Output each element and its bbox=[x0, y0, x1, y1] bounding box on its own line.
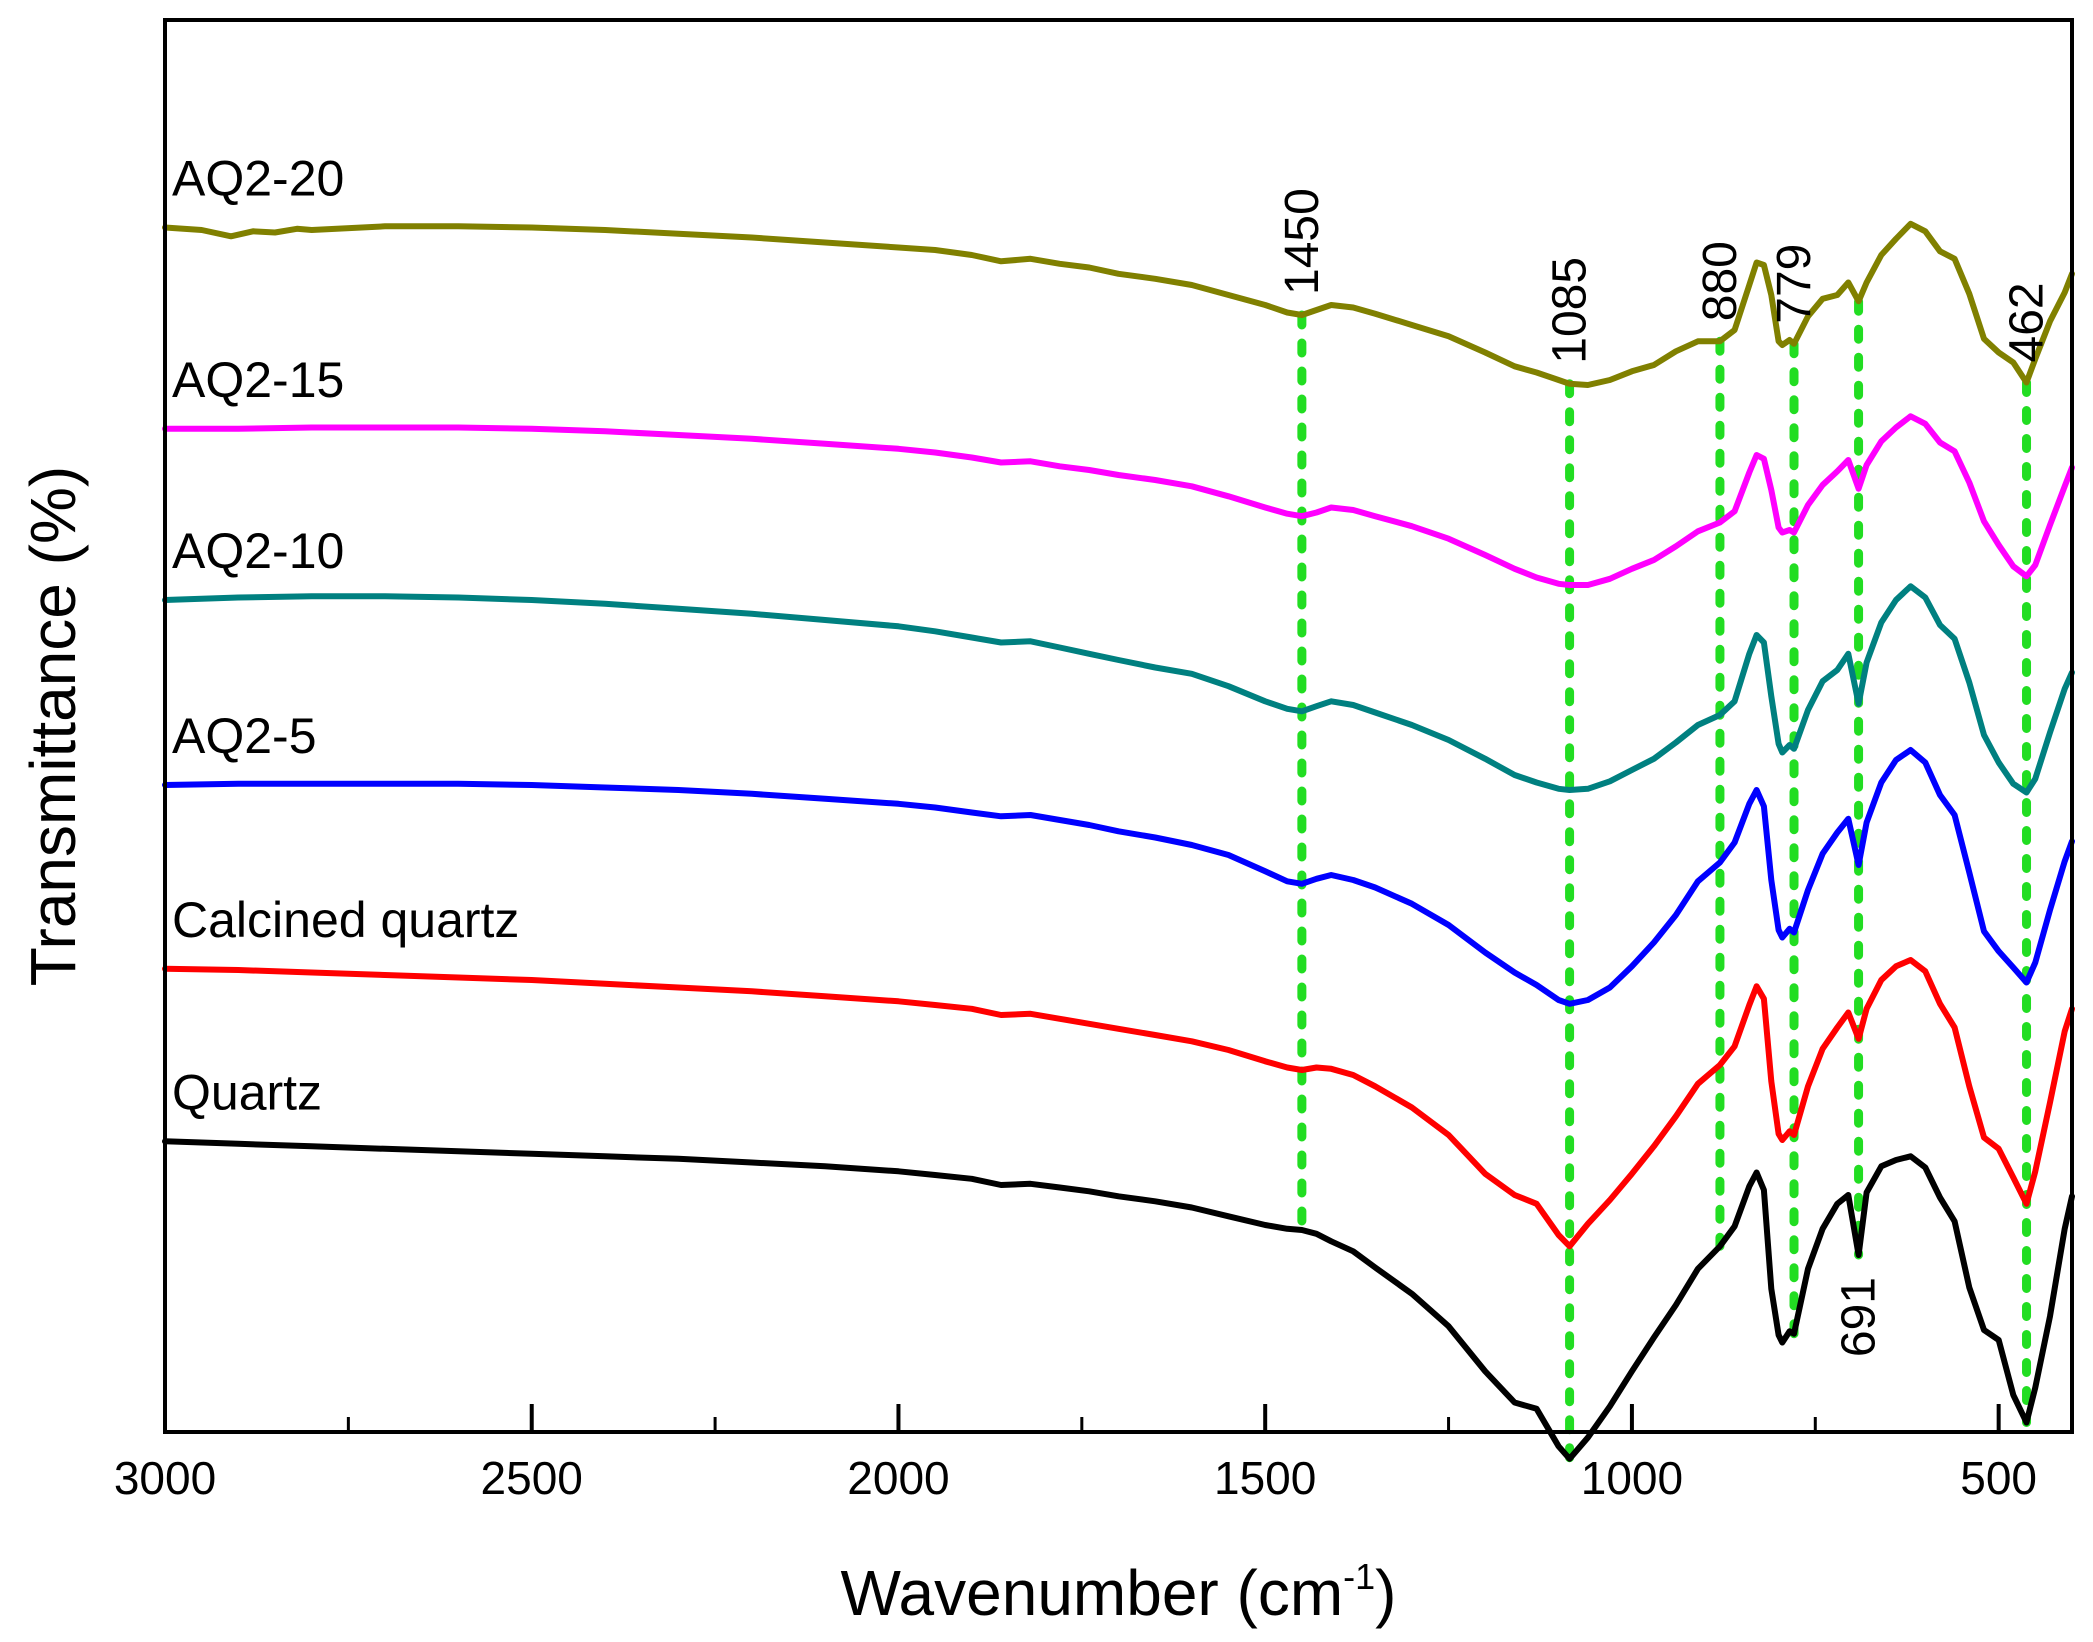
series-label-aq2-15: AQ2-15 bbox=[172, 352, 344, 408]
y-axis-title: Transmittance (%) bbox=[17, 466, 89, 986]
x-tick-label-500: 500 bbox=[1960, 1452, 2037, 1504]
x-axis-ticks: 3000 2500 2000 1500 1000 500 bbox=[114, 1404, 2037, 1504]
peak-label-779: 779 bbox=[1768, 244, 1821, 324]
peak-lines bbox=[1297, 296, 2032, 1464]
series-line-calcined-quartz bbox=[162, 957, 2075, 1250]
series-label-aq2-20: AQ2-20 bbox=[172, 151, 344, 207]
x-tick-label-1500: 1500 bbox=[1214, 1452, 1316, 1504]
series-line-quartz bbox=[162, 1138, 2075, 1462]
x-axis-title-superscript: -1 bbox=[1343, 1556, 1375, 1597]
x-axis-title-close: ) bbox=[1375, 1557, 1396, 1629]
series-labels: AQ2-20 AQ2-15 AQ2-10 AQ2-5 Calcined quartz Qu… bbox=[172, 151, 519, 1121]
series-lines bbox=[162, 220, 2075, 1462]
x-axis-title-text: Wavenumber (cm bbox=[841, 1557, 1344, 1629]
series-label-calcined-quartz: Calcined quartz bbox=[172, 892, 519, 948]
series-label-quartz: Quartz bbox=[172, 1064, 322, 1120]
peak-label-691: 691 bbox=[1833, 1277, 1886, 1357]
x-tick-label-3000: 3000 bbox=[114, 1452, 216, 1504]
series-label-aq2-10: AQ2-10 bbox=[172, 523, 344, 579]
series-line-aq2-20 bbox=[162, 220, 2075, 388]
peak-label-1450: 1450 bbox=[1276, 188, 1329, 295]
peak-label-880: 880 bbox=[1694, 241, 1747, 321]
peak-label-462: 462 bbox=[2001, 282, 2054, 362]
x-axis-title: Wavenumber (cm-1) bbox=[841, 1556, 1397, 1629]
x-tick-label-2000: 2000 bbox=[847, 1452, 949, 1504]
series-line-aq2-5 bbox=[162, 747, 2075, 1007]
x-tick-label-2500: 2500 bbox=[481, 1452, 583, 1504]
peak-label-1085: 1085 bbox=[1544, 257, 1597, 364]
series-line-aq2-10 bbox=[162, 583, 2075, 796]
peak-labels: 1450 1085 880 779 691 462 bbox=[1276, 188, 2054, 1357]
series-line-aq2-15 bbox=[162, 413, 2075, 588]
x-tick-label-1000: 1000 bbox=[1581, 1452, 1683, 1504]
series-label-aq2-5: AQ2-5 bbox=[172, 708, 317, 764]
plot-frame bbox=[163, 18, 2074, 1434]
